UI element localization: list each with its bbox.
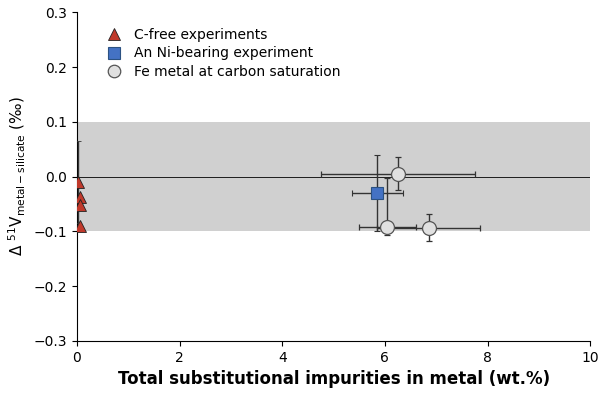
Bar — [77, 122, 590, 231]
X-axis label: Total substitutional impurities in metal (wt.%): Total substitutional impurities in metal… — [118, 370, 550, 388]
Legend: C-free experiments, An Ni-bearing experiment, Fe metal at carbon saturation: C-free experiments, An Ni-bearing experi… — [94, 23, 347, 84]
Y-axis label: $\Delta$ $^{51}$V$_{\rm metal-silicate}$ (‰): $\Delta$ $^{51}$V$_{\rm metal-silicate}$… — [7, 97, 28, 256]
